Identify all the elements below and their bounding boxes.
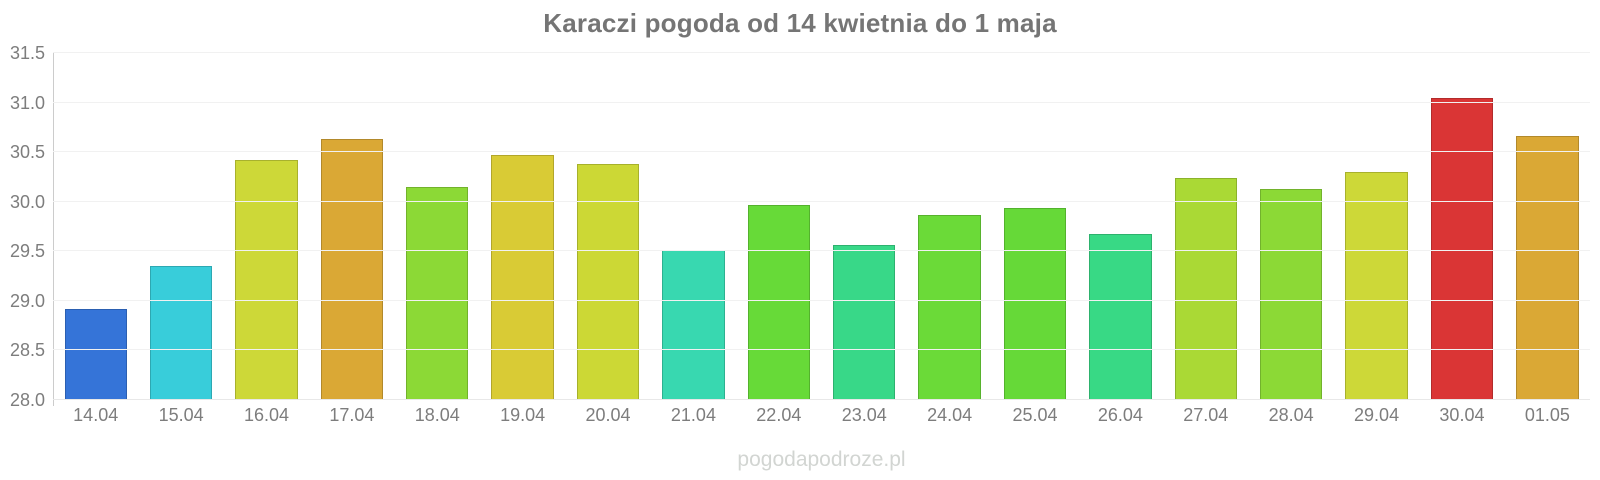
x-axis-tick-label: 15.04	[158, 405, 204, 425]
bar-column-18.04: 18.04	[395, 53, 480, 425]
bar-18.04[interactable]	[406, 186, 469, 400]
bar-column-21.04: 21.04	[651, 53, 736, 425]
x-axis-tick-label: 18.04	[414, 405, 460, 425]
x-axis-tick-label: 01.05	[1524, 405, 1570, 425]
x-axis-tick-label: 20.04	[585, 405, 631, 425]
x-axis-tick-label: 25.04	[1012, 405, 1058, 425]
bar-column-28.04: 28.04	[1248, 53, 1333, 425]
gridline	[53, 52, 1590, 53]
y-axis-tick-label: 28.0	[9, 390, 45, 410]
y-axis-tick-label: 31.0	[9, 92, 45, 113]
y-axis-tick-label: 30.0	[9, 191, 45, 212]
gridline	[53, 299, 1590, 301]
x-axis-tick-label: 27.04	[1183, 405, 1229, 425]
y-axis: 31.5 31.0 30.5 30.0 29.5 29.0 28.5 28.0	[0, 44, 45, 409]
bar-01.05[interactable]	[1516, 136, 1579, 400]
bar-column-30.04: 30.04	[1419, 53, 1504, 425]
bar-20.04[interactable]	[576, 164, 640, 400]
bar-24.04[interactable]	[918, 214, 981, 400]
bar-23.04[interactable]	[833, 245, 896, 400]
gridline	[53, 200, 1590, 202]
bar-column-17.04: 17.04	[309, 53, 394, 425]
y-axis-tick-label: 29.0	[9, 290, 45, 311]
bar-29.04[interactable]	[1345, 171, 1408, 400]
bar-column-26.04: 26.04	[1078, 53, 1163, 425]
bar-column-22.04: 22.04	[736, 53, 821, 425]
y-axis-tick-label: 31.5	[9, 43, 45, 63]
bar-column-14.04: 14.04	[53, 53, 138, 425]
x-axis-tick-label: 24.04	[927, 405, 973, 425]
x-axis-tick-label: 19.04	[500, 405, 546, 425]
x-axis-tick-label: 22.04	[756, 405, 802, 425]
bar-column-23.04: 23.04	[822, 53, 907, 425]
bar-column-29.04: 29.04	[1334, 53, 1419, 425]
bar-column-25.04: 25.04	[992, 53, 1077, 425]
bar-14.04[interactable]	[64, 308, 127, 400]
x-axis-tick-label: 21.04	[670, 405, 716, 425]
bar-22.04[interactable]	[747, 204, 810, 400]
bar-column-19.04: 19.04	[480, 53, 565, 425]
bar-19.04[interactable]	[491, 155, 554, 400]
x-axis-tick-label: 30.04	[1439, 405, 1485, 425]
x-axis-tick-label: 14.04	[73, 405, 119, 425]
gridline	[53, 101, 1590, 103]
x-axis-tick-label: 28.04	[1268, 405, 1314, 425]
bar-17.04[interactable]	[320, 139, 384, 400]
x-axis-tick-label: 17.04	[329, 405, 375, 425]
bar-16.04[interactable]	[235, 160, 298, 400]
bar-21.04[interactable]	[662, 250, 725, 400]
bar-26.04[interactable]	[1089, 234, 1152, 400]
y-axis-line	[53, 53, 54, 406]
y-axis-tick-label: 29.5	[9, 241, 45, 262]
plot-area: 14.04 15.04 16.04 17.04 18.04 19.04 20.04 21.04…	[53, 52, 1590, 425]
bar-25.04[interactable]	[1003, 207, 1067, 400]
bar-column-24.04: 24.04	[907, 53, 992, 425]
bar-column-20.04: 20.04	[565, 53, 650, 425]
gridline	[53, 250, 1590, 252]
bar-28.04[interactable]	[1260, 188, 1323, 400]
bar-column-15.04: 15.04	[138, 53, 223, 425]
bar-column-16.04: 16.04	[224, 53, 309, 425]
y-axis-tick-label: 30.5	[9, 142, 45, 163]
gridline	[53, 151, 1590, 153]
watermark: pogodapodroze.pl	[737, 448, 906, 471]
x-axis-tick-label: 26.04	[1097, 405, 1143, 425]
bar-30.04[interactable]	[1430, 97, 1494, 400]
bar-15.04[interactable]	[149, 266, 213, 400]
bar-27.04[interactable]	[1174, 177, 1237, 400]
gridline	[53, 349, 1590, 351]
x-axis-tick-label: 23.04	[841, 405, 887, 425]
x-axis-tick-label: 29.04	[1354, 405, 1400, 425]
gridline	[53, 399, 1590, 400]
bar-column-01.05: 01.05	[1505, 53, 1590, 425]
bar-columns: 14.04 15.04 16.04 17.04 18.04 19.04 20.04 21.04…	[53, 53, 1590, 425]
x-axis-tick-label: 16.04	[243, 405, 289, 425]
y-axis-tick-label: 28.5	[9, 340, 45, 361]
chart-title: Karaczi pogoda od 14 kwietnia do 1 maja	[543, 8, 1057, 38]
bar-column-27.04: 27.04	[1163, 53, 1248, 425]
